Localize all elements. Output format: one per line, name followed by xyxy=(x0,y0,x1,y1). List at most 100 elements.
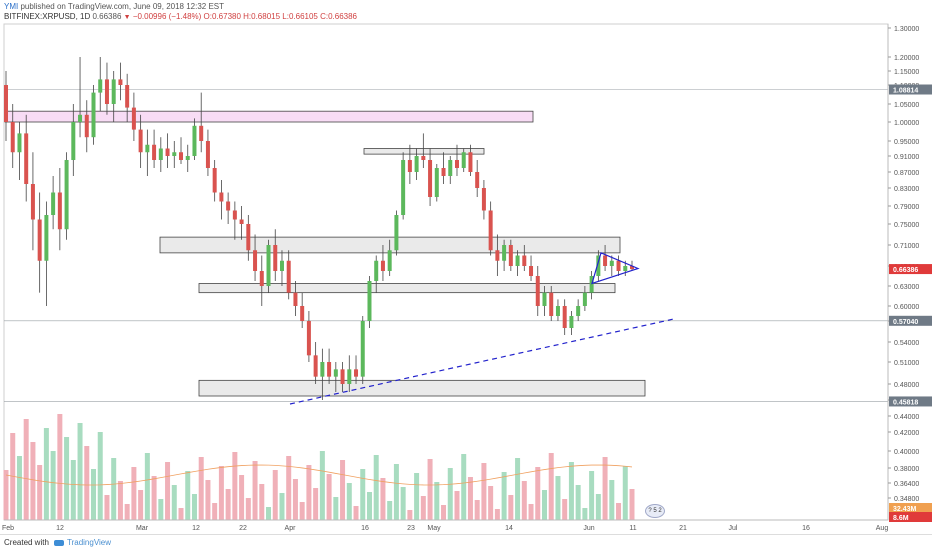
volume-bar xyxy=(373,455,379,520)
volume-bar xyxy=(299,502,305,520)
candle-body xyxy=(98,79,103,93)
candle-body xyxy=(609,260,614,266)
volume-bar xyxy=(474,500,480,520)
candle-body xyxy=(582,292,587,306)
candle-body xyxy=(481,188,486,211)
price-pill-label: 1.08814 xyxy=(893,88,918,95)
candle-body xyxy=(495,250,500,261)
price-pill-label: 0.45818 xyxy=(893,399,918,406)
volume-bar xyxy=(380,478,386,520)
y-tick-label: 1.15000 xyxy=(894,69,919,76)
time-axis[interactable]: Feb 12 Mar 12 22 Apr 16 23 May 14 Jun 11 21 Jul 16 Aug xyxy=(2,519,888,532)
price-pill-label: 0.66386 xyxy=(893,267,918,274)
candle-body xyxy=(219,192,224,202)
candle-body xyxy=(205,141,210,168)
candle-body xyxy=(158,148,163,160)
symbol-label[interactable]: BITFINEX:XRPUSD, 1D xyxy=(4,12,91,21)
triangle-pattern xyxy=(591,252,640,285)
volume-bar xyxy=(3,470,9,520)
candle-body xyxy=(374,260,379,281)
volume-bar xyxy=(427,459,433,520)
y-tick-label: 0.40000 xyxy=(894,449,919,456)
price-zone xyxy=(363,148,485,155)
candle-body xyxy=(192,125,197,156)
candle-body xyxy=(603,255,608,266)
candlesticks xyxy=(4,57,634,400)
volume-bar xyxy=(629,489,635,520)
volume-bar xyxy=(447,468,453,520)
plot-frame xyxy=(3,23,889,521)
volume-bar xyxy=(205,480,211,520)
candle-body xyxy=(347,369,352,384)
volume-bar xyxy=(225,489,231,520)
candle-body xyxy=(468,152,473,172)
candle-body xyxy=(279,260,284,271)
candle-body xyxy=(515,255,520,266)
volume-bar xyxy=(333,497,339,520)
volume-bar xyxy=(144,453,150,520)
y-tick-label: 0.91000 xyxy=(894,154,919,161)
candle-body xyxy=(78,114,83,122)
earnings-flag[interactable]: ? 5 2 xyxy=(645,504,665,518)
volume-bar xyxy=(461,454,467,520)
price-pill xyxy=(889,503,932,513)
y-tick-label: 1.30000 xyxy=(894,26,919,33)
candle-body xyxy=(226,201,231,211)
candle-body xyxy=(562,306,567,328)
y-tick-label: 0.38000 xyxy=(894,466,919,473)
y-tick-label: 0.95000 xyxy=(894,139,919,146)
price-axis[interactable]: 1.300001.200001.150001.100001.050001.000… xyxy=(887,24,932,522)
x-tick-label: 12 xyxy=(56,525,64,532)
candle-body xyxy=(239,219,244,224)
y-tick-label: 0.71000 xyxy=(894,243,919,250)
created-with-label: Created with xyxy=(4,538,49,547)
candle-body xyxy=(576,306,581,316)
volume-bar xyxy=(360,469,366,520)
volume-bar xyxy=(582,508,588,520)
x-tick-label: 11 xyxy=(629,525,636,532)
candle-body xyxy=(475,172,480,188)
candle-body xyxy=(522,255,527,266)
volume-bar xyxy=(272,470,278,520)
x-tick-label: 22 xyxy=(239,525,247,532)
volume-bar xyxy=(191,494,197,520)
volume-bar xyxy=(185,471,191,520)
price-zone xyxy=(4,110,534,123)
trendlines[interactable] xyxy=(289,252,677,405)
volume-bar xyxy=(286,456,292,520)
candle-body xyxy=(360,321,365,377)
candle-body xyxy=(549,292,554,316)
volume-bar xyxy=(111,458,117,520)
candle-body xyxy=(84,114,89,138)
candle-body xyxy=(569,316,574,328)
y-tick-label: 0.63000 xyxy=(894,284,919,291)
volume-bar xyxy=(407,510,413,520)
volume-bar xyxy=(488,486,494,520)
chart-header: YMI published on TradingView.com, June 0… xyxy=(0,0,932,24)
y-tick-label: 1.20000 xyxy=(894,55,919,62)
volume-bar xyxy=(84,446,90,520)
candle-body xyxy=(172,152,177,156)
volume-bar xyxy=(494,509,500,520)
author-name[interactable]: YMI xyxy=(4,2,19,11)
volume-bar xyxy=(441,505,447,520)
candle-body xyxy=(401,160,406,215)
publish-info: published on TradingView.com, June 09, 2… xyxy=(20,2,225,11)
candle-body xyxy=(589,276,594,293)
volume-bar xyxy=(171,485,177,520)
ohlc-readout: O:0.67380 H:0.68015 L:0.66105 C:0.66386 xyxy=(203,12,358,21)
candle-body xyxy=(529,266,534,276)
candle-body xyxy=(367,281,372,321)
x-tick-label: 21 xyxy=(679,525,687,532)
volume-bar xyxy=(64,437,70,520)
down-arrow-icon: ▼ xyxy=(123,14,131,21)
volume-bar xyxy=(131,467,137,520)
volume-bar xyxy=(366,492,372,520)
price-chart[interactable]: 1.300001.200001.150001.100001.050001.000… xyxy=(0,0,932,534)
x-tick-label: Jun xyxy=(583,525,594,532)
candle-body xyxy=(199,125,204,141)
volume-bar xyxy=(165,462,171,520)
tradingview-brand[interactable]: TradingView xyxy=(54,535,111,551)
volume-bar xyxy=(178,508,184,520)
price-zone xyxy=(198,283,616,294)
